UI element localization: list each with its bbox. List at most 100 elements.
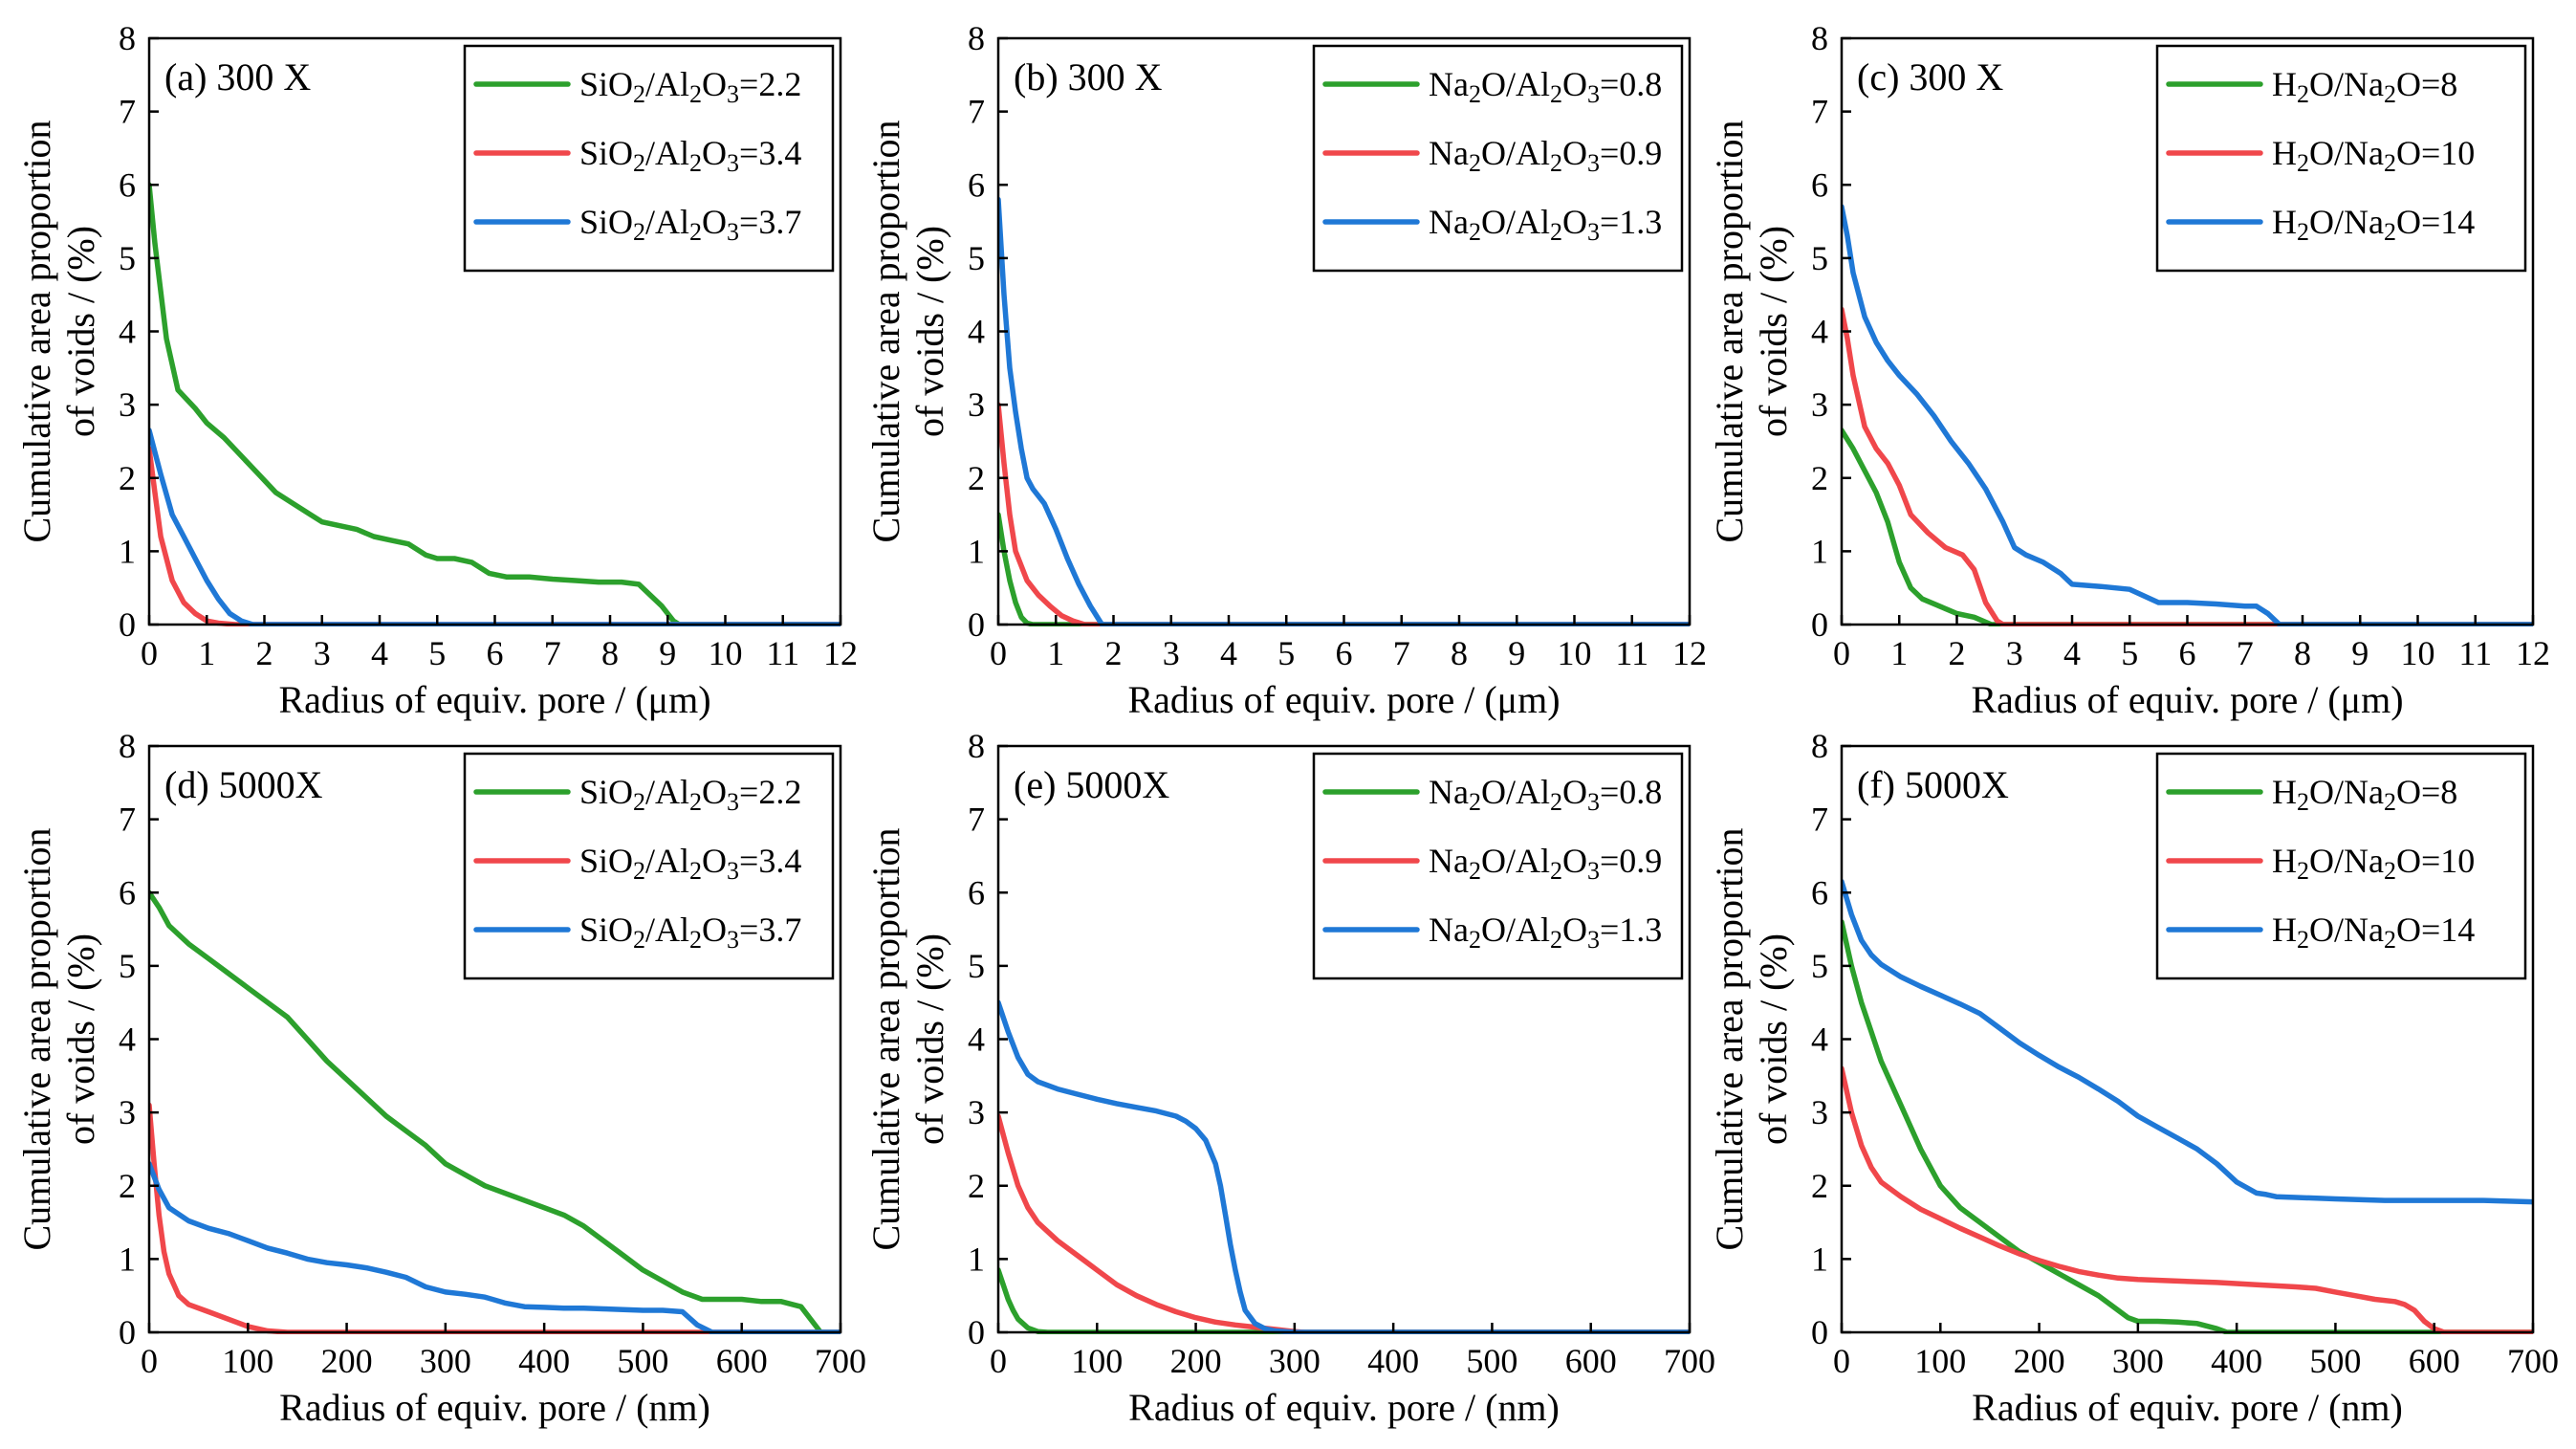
x-tick-label: 9 (659, 634, 676, 672)
y-tick-label: 2 (968, 459, 985, 497)
legend-text-segment: 2 (2297, 218, 2309, 246)
x-tick-label: 6 (1336, 634, 1353, 672)
legend-text-segment: 2 (689, 926, 702, 954)
x-tick-label: 1 (198, 634, 215, 672)
series-line-red (998, 402, 1690, 626)
legend-text-segment: O (1562, 203, 1587, 241)
x-tick-label: 0 (1833, 1342, 1850, 1380)
legend-text-segment: 3 (727, 857, 739, 885)
legend-text-segment: O (1562, 911, 1587, 949)
legend-entry: H2O/Na2O=10 (2272, 842, 2475, 885)
x-tick-label: 8 (601, 634, 619, 672)
legend-text-segment: 2 (2384, 218, 2396, 246)
y-tick-label: 0 (968, 605, 985, 644)
y-tick-label: 7 (1811, 93, 1828, 131)
y-tick-label: 2 (968, 1167, 985, 1205)
y-tick-label: 4 (119, 1021, 136, 1059)
legend-text-segment: H (2272, 203, 2297, 241)
y-tick-label: 2 (119, 459, 136, 497)
legend-text-segment: 2 (689, 80, 702, 108)
x-axis-title: Radius of equiv. pore / (nm) (1128, 1386, 1560, 1429)
x-tick-label: 9 (1508, 634, 1525, 672)
legend-text-segment: 2 (1550, 149, 1562, 177)
legend-entry: H2O/Na2O=14 (2272, 911, 2475, 954)
y-tick-label: 7 (1811, 801, 1828, 839)
x-axis-title: Radius of equiv. pore / (nm) (279, 1386, 710, 1429)
y-tick-label: 8 (1811, 727, 1828, 765)
x-tick-label: 12 (2516, 634, 2550, 672)
legend-text-segment: /Al (645, 773, 689, 811)
x-tick-label: 3 (2006, 634, 2023, 672)
y-tick-label: 0 (119, 1313, 136, 1351)
series-line-red (149, 1102, 840, 1334)
legend-text-segment: =2.2 (739, 773, 801, 811)
legend-text-segment: 3 (727, 80, 739, 108)
x-tick-label: 700 (815, 1342, 866, 1380)
chart-panel-6: 0 100 200 300 400 500 600 700 0 1 2 3 4 5 6 7 8 Radius of… (1708, 727, 2559, 1429)
legend-entry: Na2O/Al2O3=0.9 (1429, 842, 1662, 885)
x-tick-label: 300 (1269, 1342, 1321, 1380)
x-tick-label: 100 (222, 1342, 273, 1380)
x-tick-label: 10 (709, 634, 743, 672)
y-tick-label: 2 (119, 1167, 136, 1205)
x-tick-label: 4 (371, 634, 388, 672)
legend-text-segment: 3 (727, 218, 739, 246)
x-tick-label: 8 (2294, 634, 2311, 672)
legend-text-segment: 2 (1550, 857, 1562, 885)
x-tick-label: 600 (716, 1342, 768, 1380)
y-tick-label: 7 (119, 801, 136, 839)
x-tick-label: 5 (2121, 634, 2138, 672)
x-tick-label: 12 (1672, 634, 1707, 672)
legend-text-segment: =3.4 (739, 842, 801, 880)
x-tick-label: 11 (2458, 634, 2492, 672)
x-tick-label: 7 (2237, 634, 2254, 672)
legend-text-segment: 2 (2297, 80, 2309, 108)
legend-text-segment: H (2272, 65, 2297, 103)
legend-text-segment: H (2272, 842, 2297, 880)
y-tick-label: 1 (119, 532, 136, 570)
y-tick-label: 4 (968, 313, 985, 351)
legend-entry: H2O/Na2O=8 (2272, 773, 2457, 816)
legend-text-segment: 2 (1469, 149, 1481, 177)
legend-text-segment: /Al (645, 203, 689, 241)
series-line-green (149, 182, 840, 626)
legend-entry: Na2O/Al2O3=0.8 (1429, 773, 1662, 816)
panel-label: (f) 5000X (1857, 763, 2009, 806)
x-tick-label: 300 (2112, 1342, 2164, 1380)
legend-text-segment: H (2272, 773, 2297, 811)
x-tick-label: 5 (1277, 634, 1295, 672)
x-tick-label: 600 (1565, 1342, 1617, 1380)
legend-text-segment: 2 (633, 926, 645, 954)
legend-text-segment: =3.7 (739, 911, 801, 949)
legend-entry: SiO2/Al2O3=3.7 (579, 203, 801, 246)
y-tick-label: 0 (968, 1313, 985, 1351)
y-tick-label: 8 (119, 19, 136, 57)
legend: SiO2/Al2O3=2.2SiO2/Al2O3=3.4SiO2/Al2O3=3… (463, 44, 835, 273)
y-tick-label: 4 (1811, 1021, 1828, 1059)
x-tick-label: 200 (2014, 1342, 2065, 1380)
legend-text-segment: O/Al (1481, 911, 1550, 949)
legend-text-segment: 2 (2384, 149, 2396, 177)
x-tick-label: 200 (321, 1342, 373, 1380)
x-tick-label: 10 (1558, 634, 1592, 672)
legend-text-segment: 2 (689, 857, 702, 885)
legend-text-segment: 2 (633, 857, 645, 885)
legend-entry: Na2O/Al2O3=1.3 (1429, 911, 1662, 954)
legend-text-segment: O=10 (2396, 134, 2475, 172)
y-axis-title-line: Cumulative area proportion (15, 120, 58, 542)
legend-entry: H2O/Na2O=8 (2272, 65, 2457, 108)
legend-text-segment: O (702, 911, 727, 949)
x-tick-label: 400 (1367, 1342, 1419, 1380)
legend-text-segment: 2 (633, 149, 645, 177)
x-tick-label: 0 (1833, 634, 1850, 672)
legend-text-segment: 2 (2384, 926, 2396, 954)
x-axis-title: Radius of equiv. pore / (nm) (1972, 1386, 2403, 1429)
legend-text-segment: 2 (2297, 857, 2309, 885)
y-tick-label: 3 (119, 1093, 136, 1131)
legend-text-segment: SiO (579, 911, 633, 949)
y-tick-label: 8 (968, 727, 985, 765)
panel-label: (b) 300 X (1014, 55, 1163, 99)
